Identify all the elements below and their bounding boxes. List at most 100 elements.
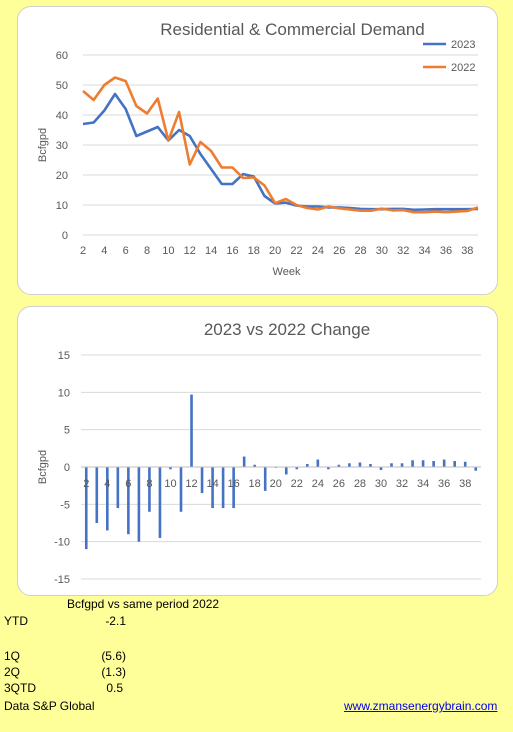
x-tick-label: 16 (228, 478, 240, 490)
y-tick-label: 50 (56, 80, 68, 92)
x-tick-label: 12 (184, 245, 196, 257)
x-tick-label: 10 (164, 478, 176, 490)
change-bar (421, 460, 425, 467)
series-line-2022 (82, 76, 479, 214)
y-tick-label: -10 (54, 537, 70, 549)
x-tick-label: 18 (249, 478, 261, 490)
x-tick-label: 32 (397, 245, 409, 257)
change-bar (263, 467, 267, 491)
change-bar (474, 467, 478, 471)
change-bar (295, 467, 299, 470)
change-bar (95, 467, 99, 523)
q1-label: 1Q (4, 649, 21, 663)
change-bar (137, 467, 141, 542)
y-tick-label: 10 (58, 387, 70, 399)
change-bar (242, 456, 246, 467)
change-bar (148, 467, 151, 512)
x-tick-label: 26 (333, 245, 345, 257)
change-bar (200, 467, 204, 494)
q1-value: (5.6) (101, 649, 126, 663)
x-tick-label: 10 (162, 245, 174, 257)
change-bar-chart: 2023 vs 2022 Change -15 -10 -5 0 5 10 15 Bcfgpd 2… (37, 320, 481, 586)
y-tick-label: 60 (56, 50, 68, 62)
x-tick-label: 14 (206, 478, 218, 490)
x-tick-label: 22 (291, 478, 303, 490)
change-bar (390, 463, 393, 467)
x-tick-label: 2 (80, 245, 86, 257)
x-axis-label: Week (273, 266, 301, 278)
change-bar (442, 459, 446, 467)
source-note: Data S&P Global (4, 699, 95, 713)
x-tick-label: 30 (376, 245, 388, 257)
y-axis-label: Bcfgpd (37, 450, 49, 484)
y-tick-label: -5 (60, 499, 70, 511)
change-bar (379, 467, 383, 470)
q2-value: (1.3) (101, 665, 126, 679)
change-chart-panel: 2023 vs 2022 Change -15 -10 -5 0 5 10 15 Bcfgpd 2… (17, 306, 498, 596)
x-tick-label: 24 (312, 245, 324, 257)
x-tick-label: 36 (438, 478, 450, 490)
x-tick-label: 34 (417, 478, 429, 490)
x-tick-label: 6 (125, 478, 131, 490)
change-bar (106, 467, 109, 531)
x-tick-label: 6 (123, 245, 129, 257)
change-bar (253, 464, 256, 467)
x-tick-label: 26 (333, 478, 345, 490)
q3-label: 3QTD (4, 681, 37, 695)
change-bar (463, 461, 467, 467)
ytd-label: YTD (4, 614, 28, 628)
demand-chart-panel: Residential & Commercial Demand 0 10 20 30 40… (17, 6, 498, 295)
change-bar (453, 461, 456, 467)
chart-title: Residential & Commercial Demand (160, 20, 425, 39)
change-bar (127, 467, 130, 535)
x-tick-label: 4 (104, 478, 110, 490)
y-tick-label: 0 (64, 462, 70, 474)
x-tick-label: 24 (312, 478, 324, 490)
x-tick-label: 8 (144, 245, 150, 257)
y-axis-label: Bcfgpd (37, 128, 49, 162)
x-tick-label: 28 (354, 478, 366, 490)
x-tick-label: 34 (418, 245, 430, 257)
x-tick-label: 28 (354, 245, 366, 257)
legend-label: 2023 (451, 39, 475, 51)
x-tick-label: 14 (205, 245, 217, 257)
change-bar (358, 462, 362, 467)
change-bar (169, 467, 172, 470)
y-tick-label: 10 (56, 200, 68, 212)
change-bar (232, 467, 235, 509)
x-tick-label: 38 (461, 245, 473, 257)
change-bar (337, 464, 341, 467)
x-tick-label: 18 (248, 245, 260, 257)
demand-line-chart: Residential & Commercial Demand 0 10 20 30 40… (37, 20, 479, 278)
change-bar (432, 461, 435, 467)
change-bar (179, 467, 183, 512)
y-tick-label: 20 (56, 170, 68, 182)
change-bar (348, 463, 351, 467)
q3-value: 0.5 (106, 681, 123, 695)
change-bar (84, 467, 88, 550)
y-tick-label: 0 (62, 230, 68, 242)
x-tick-label: 20 (269, 245, 281, 257)
change-bar (316, 459, 320, 467)
chart-title: 2023 vs 2022 Change (204, 320, 370, 339)
y-tick-label: 40 (56, 110, 68, 122)
x-tick-label: 30 (375, 478, 387, 490)
change-bar (369, 464, 372, 467)
change-bar (306, 464, 309, 467)
series-line-2023 (82, 92, 479, 212)
change-bar (400, 463, 404, 467)
change-bar (158, 467, 162, 538)
x-tick-label: 22 (290, 245, 302, 257)
summary-header: Bcfgpd vs same period 2022 (67, 597, 220, 611)
x-tick-label: 16 (226, 245, 238, 257)
x-tick-label: 8 (146, 478, 152, 490)
ytd-value: -2.1 (105, 614, 126, 628)
change-bar (284, 467, 288, 475)
change-bar (327, 467, 330, 470)
x-tick-label: 4 (101, 245, 107, 257)
change-bar (211, 467, 214, 509)
change-bar (190, 394, 193, 467)
y-tick-label: 15 (58, 350, 70, 362)
website-link[interactable]: www.zmansenergybrain.com (344, 699, 498, 713)
y-tick-label: 30 (56, 140, 68, 152)
